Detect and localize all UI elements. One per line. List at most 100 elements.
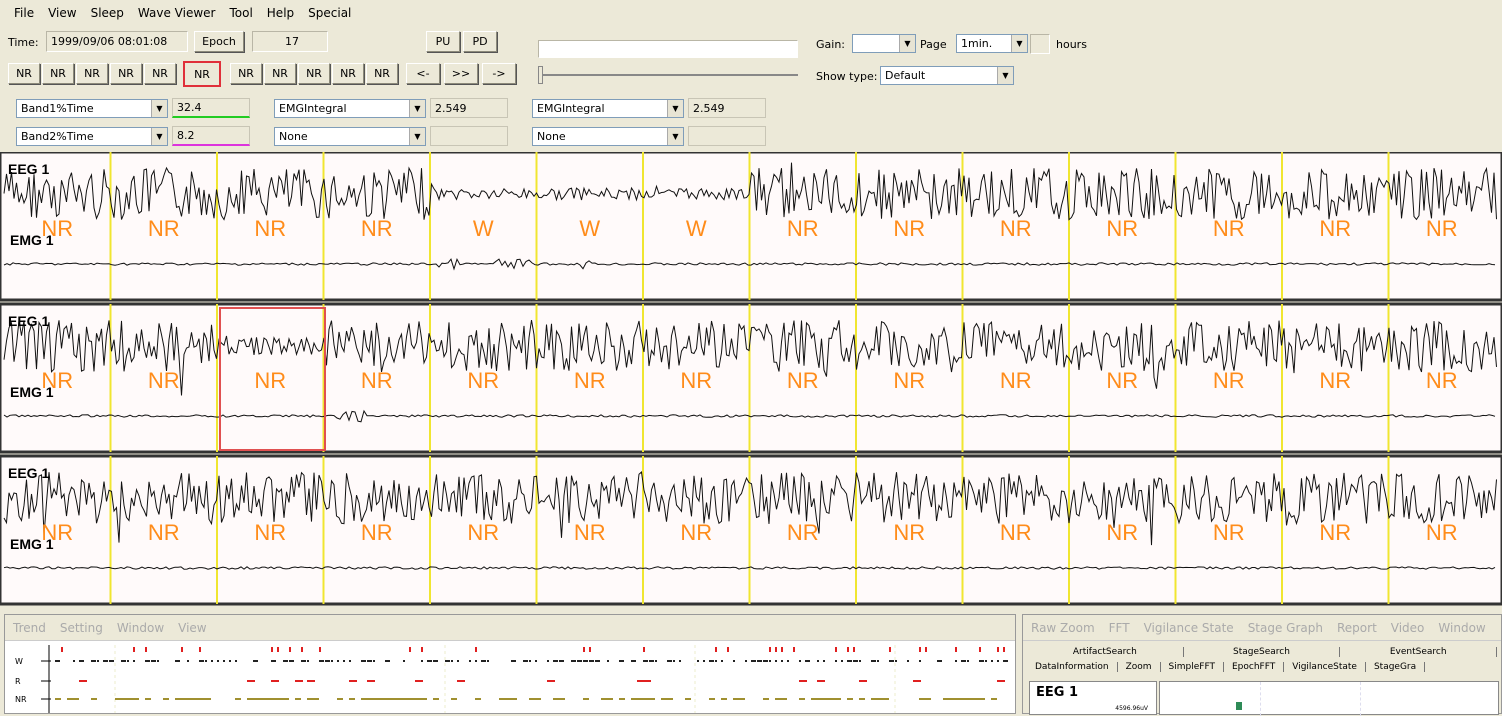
stage-button-7[interactable]: NR — [230, 63, 262, 84]
gain-select[interactable]: ▼ — [852, 34, 916, 53]
trend-mark — [955, 660, 957, 662]
trend-mark — [577, 660, 582, 662]
trend-tab-trend[interactable]: Trend — [13, 620, 46, 635]
param-select-r1-3[interactable]: EMGIntegral ▼ — [532, 99, 684, 118]
stage-button-5[interactable]: NR — [144, 63, 176, 84]
analysis-tab-window[interactable]: Window — [1438, 620, 1486, 635]
menu-item-special[interactable]: Special — [308, 6, 352, 20]
subtab-zoom[interactable]: Zoom — [1118, 662, 1161, 672]
stage-label: NR — [361, 520, 393, 545]
wave-band-2[interactable] — [0, 302, 1502, 454]
stage-label: NR — [1106, 520, 1138, 545]
time-slider-track[interactable] — [540, 74, 798, 76]
param-name: None — [537, 130, 566, 143]
hours-field[interactable] — [1030, 34, 1050, 54]
fft-plot[interactable] — [1159, 681, 1499, 716]
subtab-stagegra[interactable]: StageGra — [1366, 662, 1426, 672]
param-select-r1-2[interactable]: EMGIntegral ▼ — [274, 99, 426, 118]
param-name: EMGIntegral — [279, 102, 347, 115]
param-select-r2-1[interactable]: Band2%Time ▼ — [16, 127, 168, 146]
param-select-r2-2[interactable]: None ▼ — [274, 127, 426, 146]
trend-mark — [619, 698, 625, 700]
analysis-tab-stage-graph[interactable]: Stage Graph — [1247, 620, 1323, 635]
trend-mark — [295, 680, 303, 682]
stage-button-4[interactable]: NR — [110, 63, 142, 84]
analysis-tab-vigilance-state[interactable]: Vigilance State — [1143, 620, 1234, 635]
trend-mark — [511, 660, 516, 662]
subtab-stagesearch[interactable]: StageSearch — [1184, 647, 1341, 657]
analysis-tab-report[interactable]: Report — [1337, 620, 1377, 635]
param-select-r2-3[interactable]: None ▼ — [532, 127, 684, 146]
trend-mark — [793, 647, 795, 652]
stage-button-3[interactable]: NR — [76, 63, 108, 84]
stage-label: NR — [467, 520, 499, 545]
subtab-artifactsearch[interactable]: ArtifactSearch — [1027, 647, 1184, 657]
trend-mark — [271, 660, 276, 662]
analysis-tab-fft[interactable]: FFT — [1108, 620, 1130, 635]
subtab-simplefft[interactable]: SimpleFFT — [1161, 662, 1224, 672]
stage-label: NR — [41, 520, 73, 545]
menu-item-help[interactable]: Help — [266, 6, 295, 20]
menu-item-tool[interactable]: Tool — [229, 6, 253, 20]
trend-mark — [187, 698, 193, 700]
stage-button-10[interactable]: NR — [332, 63, 364, 84]
trend-mark — [835, 660, 837, 662]
subtab-epochfft[interactable]: EpochFFT — [1224, 662, 1285, 672]
page-select[interactable]: 1min. ▼ — [956, 34, 1028, 53]
pu-button[interactable]: PU — [426, 31, 460, 52]
epoch-button[interactable]: Epoch — [194, 31, 244, 52]
analysis-tab-raw-zoom[interactable]: Raw Zoom — [1031, 620, 1095, 635]
stage-button-6[interactable]: NR — [183, 61, 221, 87]
trend-mark — [607, 698, 613, 700]
trend-mark — [553, 698, 559, 700]
menu-item-wave-viewer[interactable]: Wave Viewer — [137, 6, 216, 20]
stage-label: NR — [41, 216, 73, 241]
emg-trace — [3, 409, 1496, 423]
analysis-tab-video[interactable]: Video — [1390, 620, 1425, 635]
prev-button[interactable]: <- — [406, 63, 440, 84]
trend-mark — [403, 698, 409, 700]
wave-band-3[interactable] — [0, 454, 1502, 606]
trend-mark — [319, 660, 324, 662]
trend-mark — [535, 698, 541, 700]
trend-mark — [997, 660, 999, 662]
trend-mark — [235, 698, 241, 700]
menu-item-view[interactable]: View — [48, 6, 77, 20]
trend-mark — [847, 647, 849, 652]
stage-button-9[interactable]: NR — [298, 63, 330, 84]
pd-button[interactable]: PD — [463, 31, 497, 52]
param-name: Band1%Time — [21, 102, 94, 115]
trend-tab-window[interactable]: Window — [116, 620, 165, 635]
menu-item-file[interactable]: File — [14, 6, 35, 20]
trend-graph[interactable]: W R NR — [5, 641, 1015, 713]
next-button[interactable]: -> — [482, 63, 516, 84]
trend-mark — [373, 660, 375, 662]
param-select-r1-1[interactable]: Band1%Time ▼ — [16, 99, 168, 118]
trend-mark — [775, 698, 781, 700]
trend-mark — [775, 660, 777, 662]
epoch-value: 17 — [252, 31, 328, 52]
trend-mark — [67, 698, 73, 700]
stage-button-8[interactable]: NR — [264, 63, 296, 84]
emg-trace — [3, 566, 1496, 570]
trend-mark — [751, 660, 756, 662]
subtab-vigilancestate[interactable]: VigilanceState — [1284, 662, 1366, 672]
trend-mark — [895, 660, 897, 662]
time-slider-thumb[interactable] — [538, 66, 543, 84]
trend-mark — [547, 660, 549, 662]
stage-button-1[interactable]: NR — [8, 63, 40, 84]
trend-mark — [889, 647, 891, 652]
stage-button-11[interactable]: NR — [366, 63, 398, 84]
selected-epoch-box[interactable] — [219, 307, 326, 451]
fast-forward-button[interactable]: >> — [444, 63, 478, 84]
trend-tab-setting[interactable]: Setting — [59, 620, 103, 635]
menu-item-sleep[interactable]: Sleep — [90, 6, 124, 20]
stage-label: NR — [1213, 368, 1245, 393]
trend-mark — [853, 647, 855, 652]
trend-tab-view[interactable]: View — [178, 620, 207, 635]
show-type-select[interactable]: Default ▼ — [880, 66, 1014, 85]
subtab-datainformation[interactable]: DataInformation — [1027, 662, 1118, 672]
stage-button-2[interactable]: NR — [42, 63, 74, 84]
subtab-eventsearch[interactable]: EventSearch — [1340, 647, 1498, 657]
